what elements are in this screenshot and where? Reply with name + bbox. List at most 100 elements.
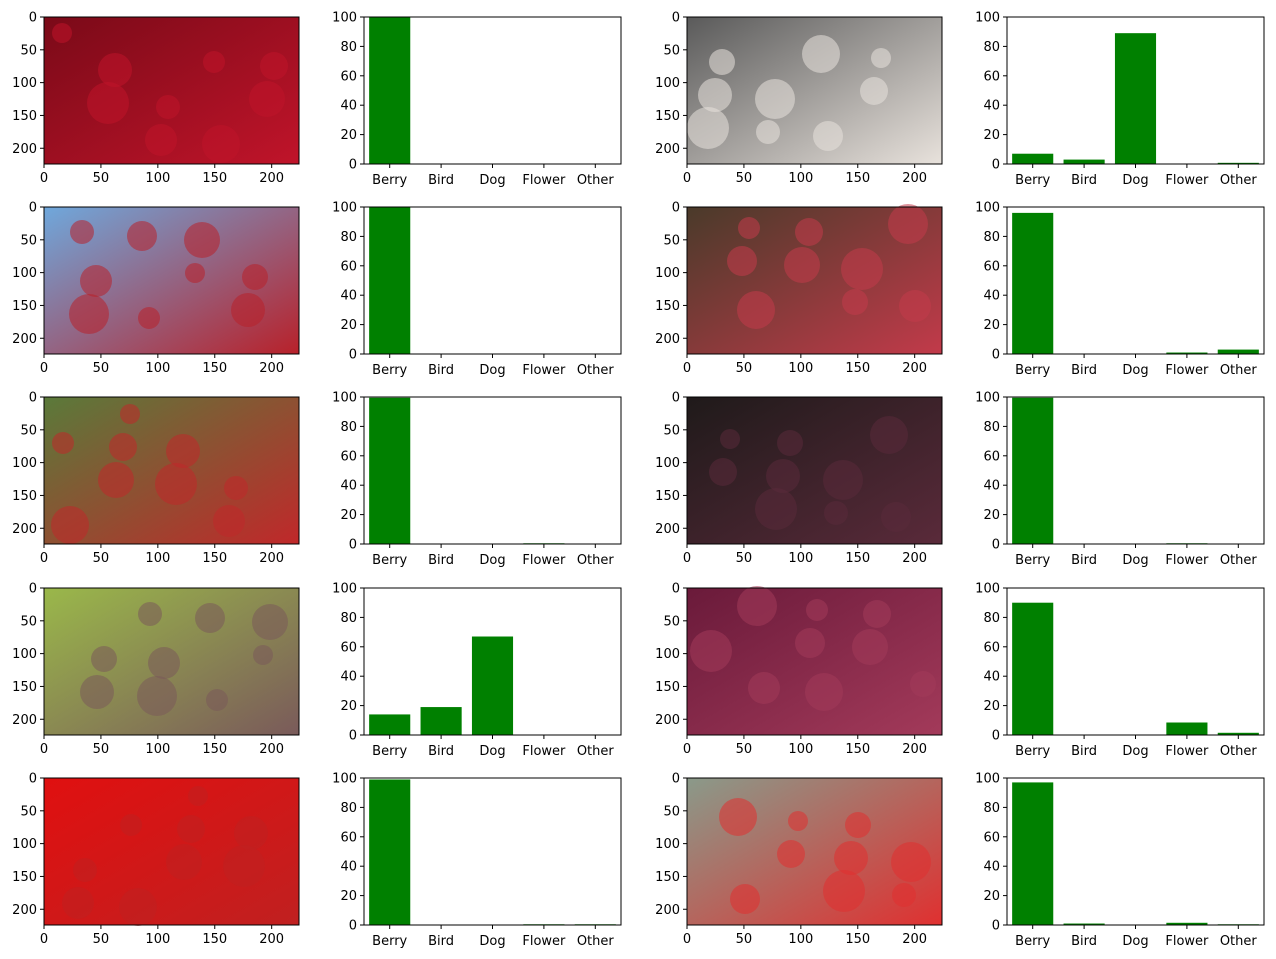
image-axes-frame	[686, 587, 943, 736]
bar-y-tick-label: 60	[340, 830, 357, 845]
bar-y-tick-label: 100	[975, 582, 1000, 597]
image-y-tick-label: 100	[655, 456, 680, 471]
image-x-tick-label: 100	[788, 171, 813, 186]
bar-y-tick-label: 20	[340, 508, 357, 523]
bar-y-tick-label: 40	[340, 860, 357, 875]
bar-berry	[1012, 782, 1054, 925]
bar-y-tick-label: 0	[349, 158, 357, 173]
image-x-tick-label: 50	[736, 171, 753, 186]
image-x-tick-label: 100	[788, 361, 813, 376]
bar-x-tick-label: Bird	[428, 173, 454, 188]
bar-x-tick-label: Dog	[479, 363, 505, 378]
image-y-tick-label: 150	[655, 680, 680, 695]
image-y-tick-label: 150	[12, 870, 37, 885]
bar-other	[1217, 349, 1259, 354]
image-x-tick-label: 0	[683, 551, 691, 566]
raspberries-closeup-photo	[687, 586, 942, 735]
bar-x-tick-label: Flower	[522, 553, 566, 568]
bar-y-tick-label: 80	[340, 420, 357, 435]
image-x-tick-label: 150	[845, 551, 870, 566]
bar-y-tick-label: 80	[983, 230, 1000, 245]
image-x-tick-label: 150	[202, 361, 227, 376]
bar-y-tick-label: 80	[340, 230, 357, 245]
bar-berry	[369, 17, 411, 164]
bar-y-tick-label: 40	[983, 860, 1000, 875]
bar-x-tick-label: Bird	[1071, 363, 1097, 378]
image-axes-frame	[43, 777, 300, 926]
bar-x-tick-label: Bird	[428, 744, 454, 759]
bar-y-tick-label: 60	[983, 69, 1000, 84]
bar-y-tick-label: 20	[983, 318, 1000, 333]
bar-y-tick-label: 20	[340, 128, 357, 143]
image-x-tick-label: 0	[683, 932, 691, 947]
image-x-tick-label: 50	[93, 361, 110, 376]
image-y-tick-label: 100	[12, 837, 37, 852]
bar-y-tick-label: 40	[340, 99, 357, 114]
bar-berry	[369, 397, 411, 544]
image-y-tick-label: 0	[672, 582, 680, 597]
bar-y-tick-label: 20	[340, 699, 357, 714]
bar-y-tick-label: 60	[340, 640, 357, 655]
bar-x-tick-label: Berry	[372, 744, 407, 759]
bar-x-tick-label: Berry	[372, 363, 407, 378]
bar-x-tick-label: Other	[1220, 553, 1258, 568]
bar-x-tick-label: Dog	[479, 934, 505, 949]
image-y-tick-label: 0	[672, 201, 680, 216]
image-y-tick-label: 50	[20, 43, 37, 58]
raspberry-bush-photo	[687, 204, 942, 354]
image-y-tick-label: 150	[655, 109, 680, 124]
image-y-tick-label: 50	[663, 423, 680, 438]
bar-y-tick-label: 60	[983, 449, 1000, 464]
bar-y-tick-label: 40	[983, 99, 1000, 114]
bar-x-tick-label: Flower	[522, 744, 566, 759]
bar-y-tick-label: 100	[975, 11, 1000, 26]
bar-y-tick-label: 80	[983, 801, 1000, 816]
bar-y-tick-label: 0	[992, 919, 1000, 934]
bar-y-tick-label: 100	[975, 391, 1000, 406]
image-y-tick-label: 200	[12, 713, 37, 728]
image-x-tick-label: 150	[202, 932, 227, 947]
bar-x-tick-label: Dog	[479, 173, 505, 188]
bar-y-tick-label: 0	[349, 729, 357, 744]
image-x-tick-label: 150	[845, 932, 870, 947]
image-y-tick-label: 0	[672, 391, 680, 406]
image-y-tick-label: 200	[12, 332, 37, 347]
bar-berry	[369, 207, 411, 354]
image-x-tick-label: 0	[40, 361, 48, 376]
image-y-tick-label: 100	[12, 76, 37, 91]
image-x-tick-label: 0	[683, 361, 691, 376]
bar-y-tick-label: 0	[349, 919, 357, 934]
image-x-tick-label: 50	[736, 551, 753, 566]
bar-y-tick-label: 100	[975, 201, 1000, 216]
bar-y-tick-label: 60	[340, 69, 357, 84]
bar-y-tick-label: 40	[340, 670, 357, 685]
image-y-tick-label: 50	[20, 423, 37, 438]
bar-x-tick-label: Bird	[1071, 553, 1097, 568]
bar-y-tick-label: 80	[340, 40, 357, 55]
bar-x-tick-label: Bird	[428, 363, 454, 378]
bar-x-tick-label: Other	[577, 934, 615, 949]
bar-y-tick-label: 60	[983, 259, 1000, 274]
image-x-tick-label: 100	[788, 551, 813, 566]
bar-y-tick-label: 100	[975, 772, 1000, 787]
bar-x-tick-label: Bird	[1071, 173, 1097, 188]
image-x-tick-label: 200	[259, 932, 284, 947]
image-x-tick-label: 200	[902, 551, 927, 566]
bar-x-tick-label: Berry	[1015, 363, 1050, 378]
image-y-tick-label: 0	[672, 772, 680, 787]
bar-other	[1217, 162, 1259, 164]
bar-x-tick-label: Flower	[1165, 934, 1209, 949]
bar-y-tick-label: 20	[340, 318, 357, 333]
bar-x-tick-label: Flower	[1165, 363, 1209, 378]
image-y-tick-label: 150	[655, 489, 680, 504]
bar-x-tick-label: Other	[1220, 173, 1258, 188]
bar-y-tick-label: 20	[983, 699, 1000, 714]
image-y-tick-label: 50	[20, 804, 37, 819]
grapes-photo	[44, 588, 299, 735]
image-x-tick-label: 200	[259, 551, 284, 566]
bar-x-tick-label: Other	[1220, 363, 1258, 378]
bar-x-tick-label: Dog	[1122, 934, 1148, 949]
bar-y-tick-label: 40	[983, 289, 1000, 304]
image-axes-frame	[43, 206, 300, 355]
